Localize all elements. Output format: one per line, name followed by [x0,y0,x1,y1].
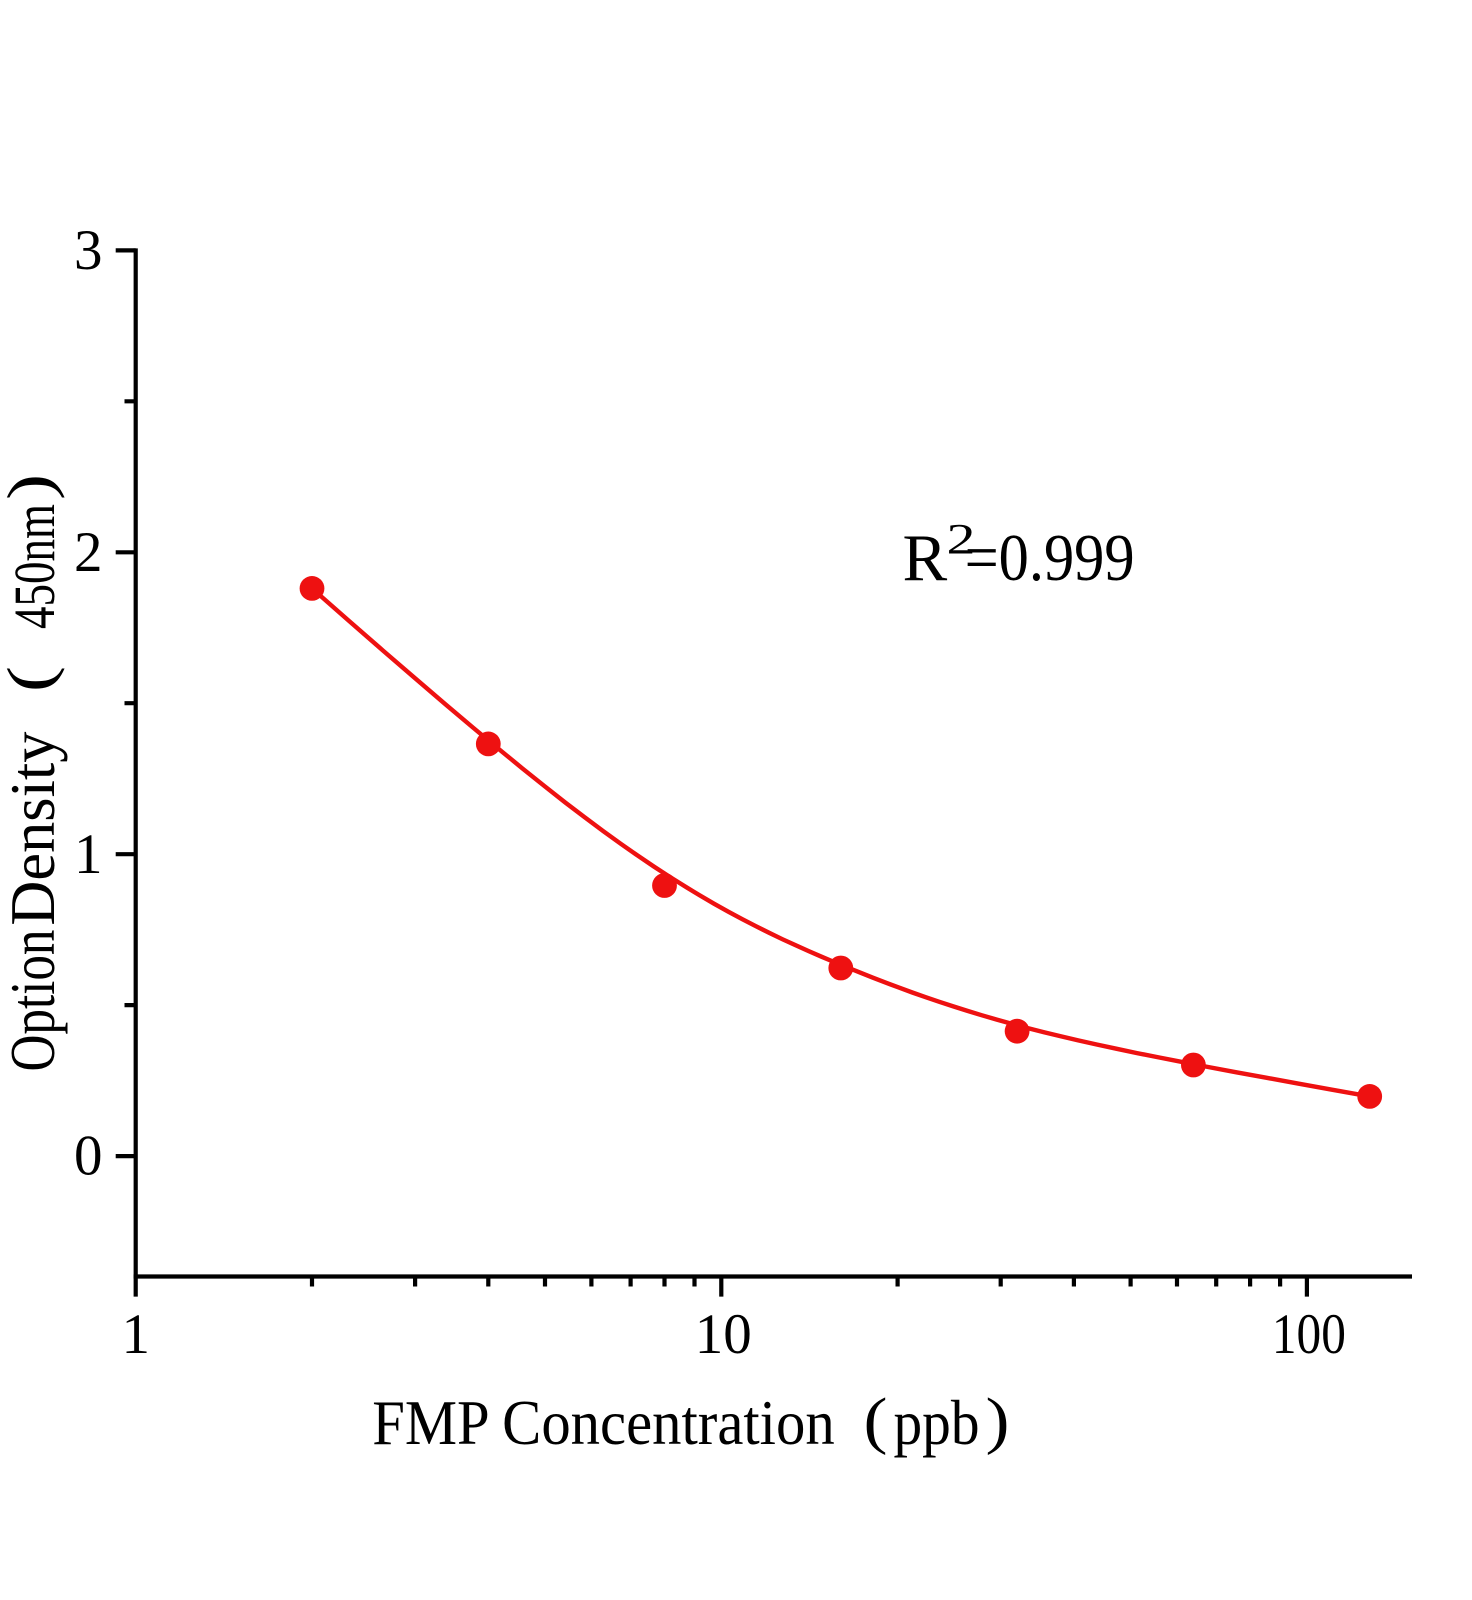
svg-text:R: R [903,521,948,595]
svg-text:3: 3 [74,219,103,282]
svg-text:(: ( [864,1386,888,1456]
svg-text:10: 10 [695,1303,752,1366]
svg-text:Option: Option [0,930,68,1072]
svg-text:0: 0 [74,1125,103,1188]
svg-text:450nm: 450nm [2,504,67,629]
svg-text:FMP Concentration: FMP Concentration [372,1388,835,1458]
svg-text:Density: Density [0,731,68,925]
svg-text:): ) [0,474,65,500]
svg-text:1: 1 [121,1303,150,1366]
svg-text:1: 1 [74,823,103,886]
svg-text:2: 2 [74,521,103,584]
svg-text:100: 100 [1272,1303,1346,1366]
svg-text:2: 2 [947,517,976,564]
svg-text:): ) [986,1386,1010,1456]
svg-text:ppb: ppb [894,1388,980,1458]
svg-text:=0.999: =0.999 [965,521,1135,595]
svg-text:(: ( [0,666,65,692]
